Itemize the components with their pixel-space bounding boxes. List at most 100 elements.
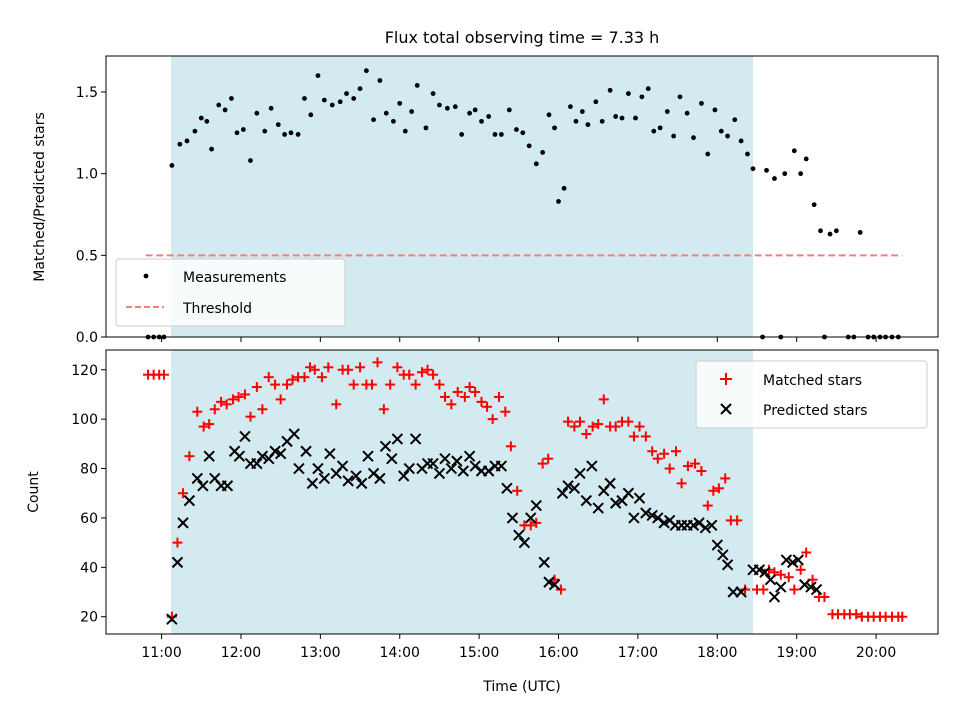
matched-star-point <box>628 431 639 442</box>
matched-star-point <box>287 374 298 385</box>
matched-star-point <box>245 411 256 422</box>
legend-box <box>115 258 346 327</box>
measurement-point <box>492 132 498 137</box>
matched-star-point <box>251 382 262 393</box>
predicted-star-point <box>518 536 531 549</box>
matched-star-point <box>581 428 592 439</box>
x-tick-label: 11:00 <box>141 645 181 661</box>
measurement-point <box>177 141 183 147</box>
matched-star-point <box>763 564 774 575</box>
matched-star-point <box>331 399 342 410</box>
measurement-point <box>479 118 484 124</box>
measurement-point <box>613 114 619 119</box>
matched-star-point <box>239 389 250 400</box>
matched-star-point <box>158 369 169 380</box>
plot-frame <box>105 55 939 338</box>
measurement-point <box>184 138 190 144</box>
measurement-point <box>573 118 579 124</box>
y-tick-label: 40 <box>80 560 98 576</box>
matched-star-point <box>178 488 189 499</box>
predicted-star-point <box>501 482 513 495</box>
predicted-star-point <box>711 539 724 551</box>
measurement-point <box>561 185 567 191</box>
matched-star-point <box>789 584 800 595</box>
matched-star-point <box>671 446 682 457</box>
matched-star-point <box>216 396 227 407</box>
measurement-point <box>533 161 539 167</box>
matched-star-point <box>598 394 609 405</box>
measurement-point <box>772 176 777 181</box>
predicted-star-point <box>586 460 598 472</box>
measurement-point <box>633 115 638 121</box>
matched-star-point <box>512 485 523 496</box>
measurement-point <box>699 100 704 106</box>
x-axis-label: Time (UTC) <box>482 679 560 695</box>
predicted-star-point <box>239 430 251 443</box>
y-tick-label: 80 <box>80 462 98 478</box>
measurement-point <box>192 128 198 134</box>
measurement-point <box>234 130 240 136</box>
matched-star-point <box>555 584 566 595</box>
measurement-point <box>514 127 519 132</box>
matched-star-point <box>569 421 580 432</box>
measurement-point <box>414 83 420 88</box>
matched-star-point <box>422 364 433 375</box>
y-tick-label: 0.0 <box>76 330 98 346</box>
legend-predicted-marker <box>720 403 732 415</box>
matched-star-point <box>299 372 310 383</box>
measurement-point <box>315 73 321 79</box>
measurement-point <box>248 158 253 163</box>
bottom-panel: 20 40 60 80 100 120 11:00 12:00 13:00 14:00 15:00… <box>26 349 939 695</box>
legend: Measurements Threshold <box>115 258 346 327</box>
matched-star-point <box>537 458 548 469</box>
matched-star-point <box>416 367 427 378</box>
y-tick-label: 1.5 <box>76 85 98 101</box>
measurement-point <box>585 122 591 128</box>
predicted-star-point <box>379 440 392 453</box>
measurement-point <box>619 115 625 121</box>
predicted-star-point <box>318 472 331 485</box>
measurement-point <box>459 132 465 137</box>
predicted-star-point <box>427 457 439 470</box>
y-axis-ticks: 0.0 0.5 1.0 1.5 <box>76 85 106 346</box>
measurement-point <box>732 117 738 123</box>
predicted-star-point <box>780 554 793 566</box>
measurement-point <box>486 114 492 119</box>
predicted-star-point <box>233 450 246 462</box>
predicted-star-point <box>362 450 374 462</box>
matched-star-point <box>493 391 504 402</box>
predicted-star-point <box>306 477 319 490</box>
predicted-star-point <box>293 462 305 475</box>
measurement-point <box>444 105 450 111</box>
predicted-star-point <box>764 573 777 586</box>
y-tick-label: 20 <box>80 610 98 626</box>
legend-measurements-label: Measurements <box>183 270 286 286</box>
predicted-star-point <box>628 512 640 524</box>
measurement-point <box>625 91 631 96</box>
measurement-point <box>677 94 683 100</box>
matched-star-point <box>525 520 536 531</box>
measurement-point <box>337 99 343 105</box>
matched-star-point <box>343 364 354 375</box>
matched-star-point <box>543 453 554 464</box>
matched-star-point <box>392 362 403 373</box>
predicted-star-point <box>324 448 336 460</box>
matched-star-point <box>563 416 574 427</box>
measurement-point <box>390 118 396 124</box>
predicted-star-point <box>342 475 354 487</box>
matched-star-point <box>720 473 731 484</box>
measurement-point <box>402 128 408 134</box>
measurement-point <box>811 202 817 208</box>
measurement-point <box>691 135 696 141</box>
predicted-star-point <box>609 497 622 509</box>
predicted-star-point <box>574 467 586 480</box>
measurement-point <box>383 110 389 116</box>
matched-star-point <box>690 458 701 469</box>
y-axis-label: Matched/Predicted stars <box>32 112 48 282</box>
measurement-point <box>540 149 546 155</box>
predicted-star-point <box>775 581 787 593</box>
measurement-point <box>651 128 657 134</box>
measurement-point <box>209 146 214 152</box>
matched-star-point <box>404 369 415 380</box>
measurement-point <box>222 107 228 113</box>
